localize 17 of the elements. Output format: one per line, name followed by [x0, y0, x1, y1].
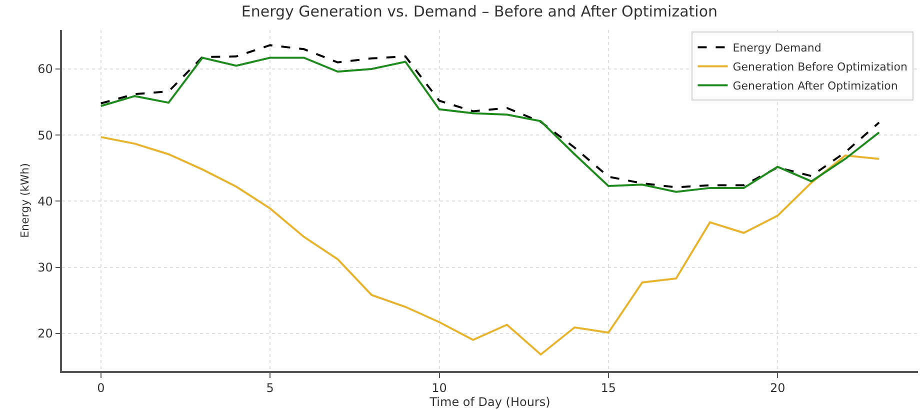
x-tick-label: 5: [266, 381, 274, 396]
x-tick-label: 10: [432, 381, 447, 396]
x-axis-title: Time of Day (Hours): [428, 395, 550, 410]
legend-label: Generation Before Optimization: [732, 60, 908, 74]
y-tick-label: 50: [38, 128, 53, 142]
line-series: [100, 136, 880, 356]
chart-title: Energy Generation vs. Demand – Before and After Optimization: [241, 2, 718, 21]
y-tick-label: 30: [38, 260, 53, 274]
x-tick-label: 15: [600, 381, 616, 396]
y-axis-title: Energy (kWh): [18, 163, 32, 238]
x-tick-label: 0: [97, 381, 105, 396]
y-tick-label: 60: [38, 62, 53, 76]
y-tick-label: 20: [38, 326, 53, 341]
legend-label: Generation After Optimization: [732, 79, 898, 92]
y-tick-label: 40: [38, 194, 53, 208]
x-tick-label: 20: [770, 381, 786, 396]
legend-label: Energy Demand: [732, 41, 822, 54]
